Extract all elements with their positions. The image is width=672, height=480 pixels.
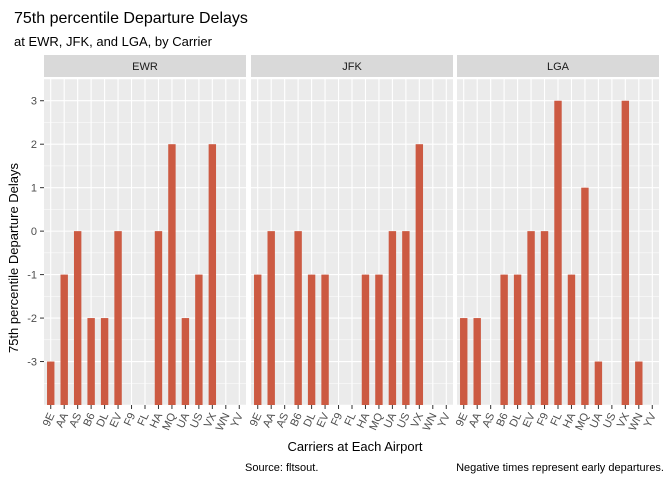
bar-jfk-b6 bbox=[294, 231, 302, 405]
bar-ewr-aa bbox=[60, 274, 68, 405]
x-tick-label: AA bbox=[261, 411, 278, 430]
x-tick-label: F9 bbox=[329, 411, 345, 428]
y-tick-label: 2 bbox=[31, 139, 37, 151]
bar-jfk-aa bbox=[267, 231, 275, 405]
y-tick-label: -2 bbox=[27, 313, 37, 325]
bar-jfk-ev bbox=[321, 274, 329, 405]
bar-jfk-ha bbox=[361, 274, 370, 405]
bar-lga-ev bbox=[527, 231, 535, 405]
x-tick-label: B6 bbox=[81, 411, 98, 428]
y-axis-label: 75th percentile Departure Delays bbox=[6, 162, 21, 353]
bar-lga-ua bbox=[594, 361, 603, 405]
x-tick-label: US bbox=[395, 411, 412, 430]
y-tick-label: -3 bbox=[27, 357, 37, 369]
bar-ewr-as bbox=[73, 231, 82, 405]
bar-jfk-vx bbox=[415, 144, 424, 405]
x-tick-label: B6 bbox=[288, 411, 305, 428]
bar-ewr-vx bbox=[208, 144, 217, 405]
caption-note: Negative times represent early departure… bbox=[456, 462, 664, 474]
x-tick-label: FL bbox=[548, 411, 564, 428]
x-tick-label: 9E bbox=[248, 411, 265, 428]
bar-ewr-us bbox=[195, 274, 203, 405]
bar-ewr-ua bbox=[181, 318, 190, 405]
x-tick-label: 9E bbox=[41, 411, 58, 428]
bar-lga-wn bbox=[635, 361, 643, 405]
x-tick-label: AS bbox=[67, 411, 84, 429]
facet-strip bbox=[251, 55, 453, 77]
x-tick-label: 9E bbox=[454, 411, 471, 428]
x-tick-label: US bbox=[188, 411, 205, 430]
x-tick-label: F9 bbox=[535, 411, 551, 428]
bar-ewr-ha bbox=[154, 231, 163, 405]
x-tick-label: US bbox=[601, 411, 618, 430]
x-tick-label: AS bbox=[480, 411, 497, 429]
bar-jfk-ua bbox=[388, 231, 397, 405]
bar-lga-f9 bbox=[540, 231, 549, 405]
x-tick-label: DL bbox=[95, 411, 112, 429]
facet-strip-label: LGA bbox=[547, 61, 570, 73]
y-axis: -3 -2 -1 0 1 2 3 bbox=[27, 96, 44, 369]
facet-strip bbox=[457, 55, 659, 77]
caption-source: Source: fltsout. bbox=[245, 462, 318, 474]
x-tick-label: VX bbox=[409, 411, 426, 430]
bar-lga-fl bbox=[554, 100, 562, 405]
x-tick-label: AS bbox=[274, 411, 291, 429]
bar-lga-b6 bbox=[500, 274, 508, 405]
chart-title: 75th percentile Departure Delays bbox=[14, 10, 248, 27]
facet-strip bbox=[44, 55, 246, 77]
bar-jfk-mq bbox=[375, 274, 383, 405]
bar-ewr-mq bbox=[168, 144, 176, 405]
x-tick-label: YV bbox=[436, 411, 453, 430]
x-tick-label: YV bbox=[229, 411, 246, 430]
x-tick-label: VX bbox=[202, 411, 219, 430]
bar-lga-ha bbox=[567, 274, 576, 405]
facet-strip-label: EWR bbox=[132, 61, 158, 73]
x-tick-label: VX bbox=[615, 411, 632, 430]
bar-ewr-9e bbox=[47, 361, 55, 405]
bar-lga-aa bbox=[473, 318, 481, 405]
x-tick-label: AA bbox=[54, 411, 71, 430]
x-tick-label: DL bbox=[508, 411, 525, 429]
facet-strip-label: JFK bbox=[342, 61, 362, 73]
bar-lga-dl bbox=[513, 274, 522, 405]
bar-ewr-dl bbox=[100, 318, 109, 405]
bar-jfk-us bbox=[402, 231, 410, 405]
y-tick-label: 0 bbox=[31, 226, 37, 238]
bar-lga-vx bbox=[621, 100, 630, 405]
bar-lga-mq bbox=[581, 187, 589, 405]
x-tick-label: YV bbox=[642, 411, 659, 430]
facet-panels: EWR9EAAASB6DLEVF9FLHAMQUAUSVXWNYVJFK9EAA… bbox=[41, 55, 659, 433]
x-tick-label: B6 bbox=[494, 411, 511, 428]
x-tick-label: FL bbox=[342, 411, 358, 428]
bar-jfk-dl bbox=[307, 274, 316, 405]
x-axis-label: Carriers at Each Airport bbox=[287, 439, 422, 454]
bar-jfk-9e bbox=[254, 274, 262, 405]
bar-ewr-ev bbox=[114, 231, 122, 405]
x-tick-label: DL bbox=[302, 411, 319, 429]
chart-subtitle: at EWR, JFK, and LGA, by Carrier bbox=[14, 34, 213, 49]
y-tick-label: -1 bbox=[27, 270, 37, 282]
y-tick-label: 3 bbox=[31, 96, 37, 108]
x-tick-label: AA bbox=[467, 411, 484, 430]
x-tick-label: EV bbox=[315, 411, 332, 430]
bar-ewr-b6 bbox=[87, 318, 95, 405]
x-tick-label: F9 bbox=[122, 411, 138, 428]
y-tick-label: 1 bbox=[31, 183, 37, 195]
x-tick-label: EV bbox=[521, 411, 538, 430]
bar-lga-9e bbox=[460, 318, 468, 405]
x-tick-label: EV bbox=[108, 411, 125, 430]
x-tick-label: FL bbox=[135, 411, 151, 428]
